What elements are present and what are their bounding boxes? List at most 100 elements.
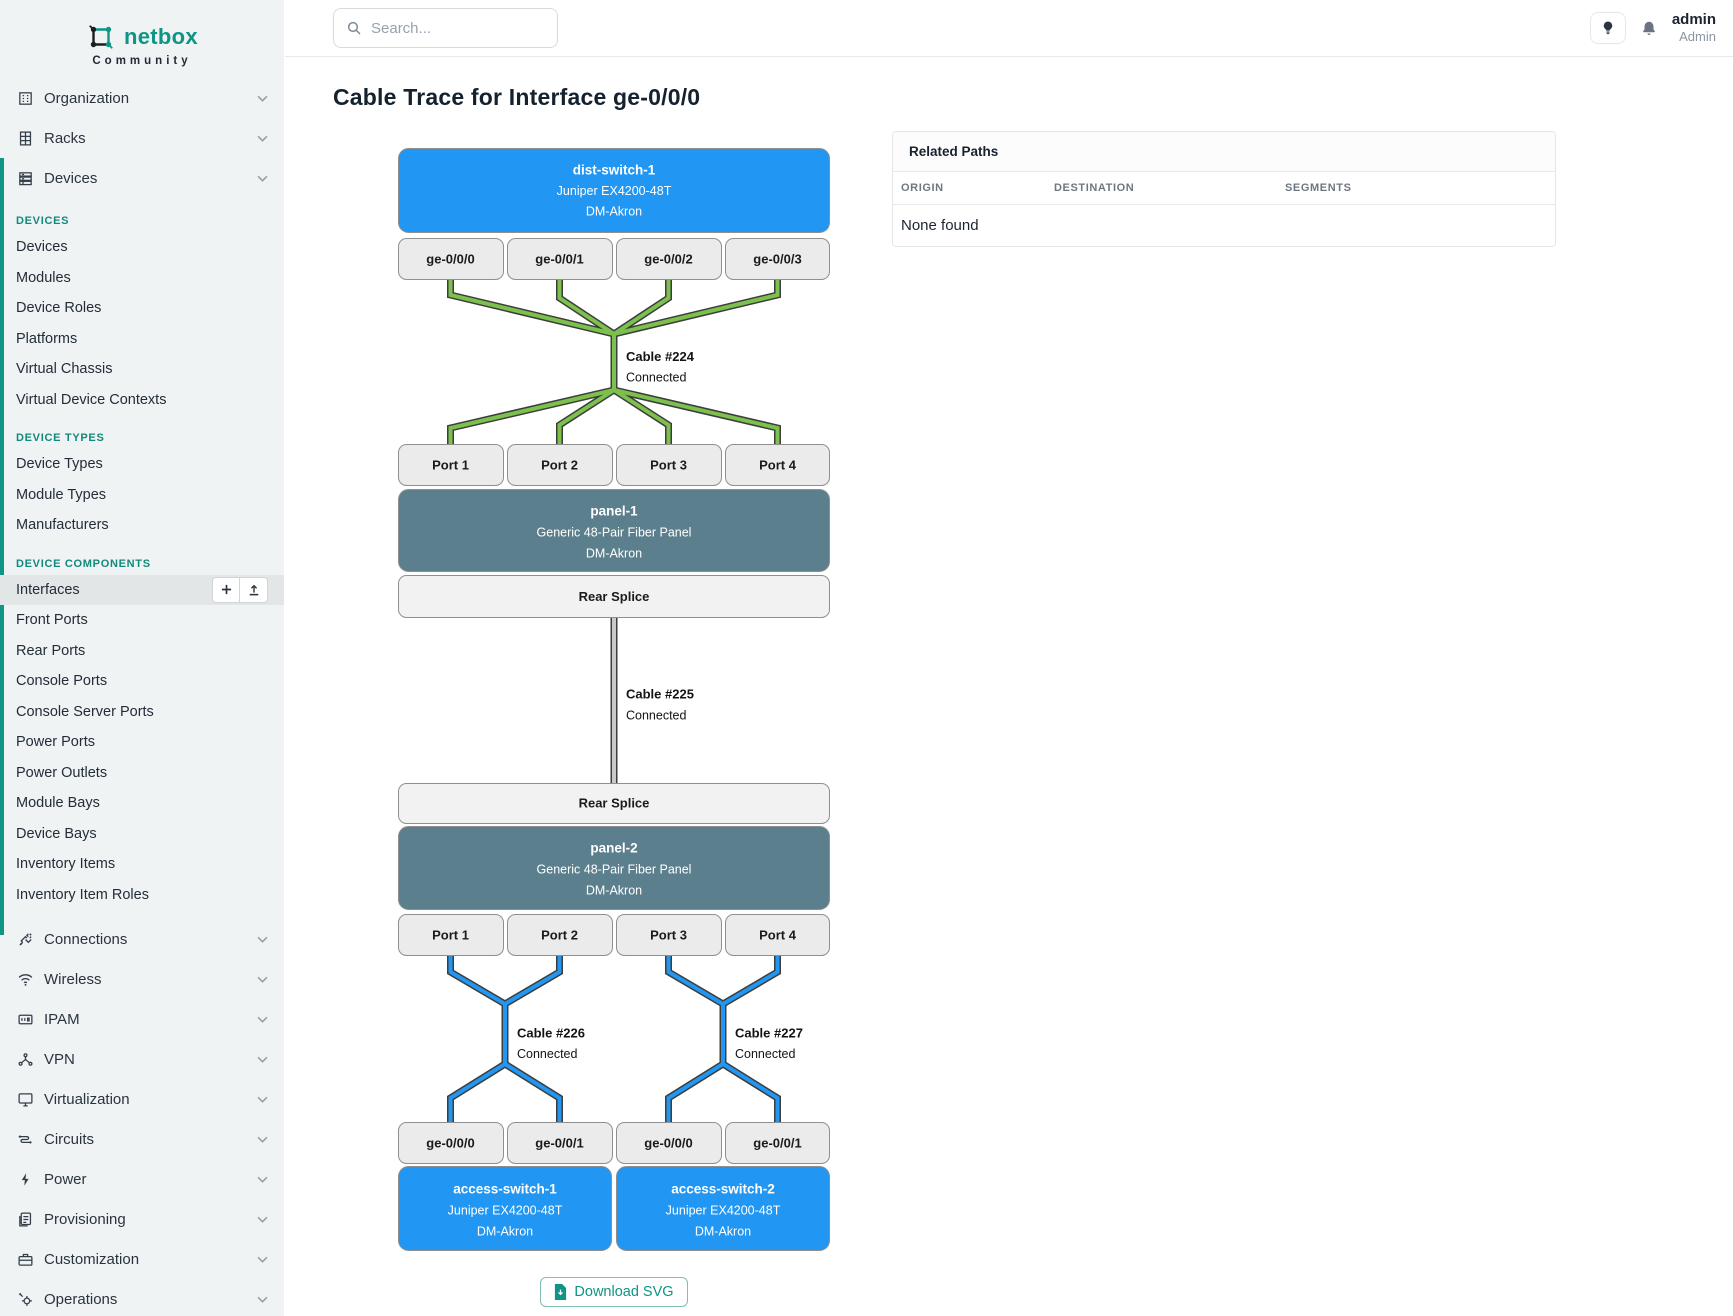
- port-panel2-port-2[interactable]: [507, 914, 613, 956]
- sidebar-item-module-bays[interactable]: Module Bays: [16, 795, 100, 811]
- sidebar-item-console-ports[interactable]: Console Ports: [16, 673, 108, 689]
- sidebar-item-organization[interactable]: Organization: [0, 78, 284, 118]
- device-panel-1[interactable]: panel-1 Generic 48-Pair Fiber Panel DM-A…: [398, 489, 830, 572]
- sidebar-item-interfaces[interactable]: Interfaces: [0, 574, 284, 605]
- device-name[interactable]: dist-switch-1: [573, 163, 656, 178]
- sidebar-item-manufacturers[interactable]: Manufacturers: [16, 517, 109, 533]
- sidebar-item-provisioning[interactable]: Provisioning: [0, 1199, 284, 1239]
- table-row-empty: None found: [893, 205, 1555, 247]
- sidebar-item-label: Racks: [44, 129, 86, 147]
- panel-2-rear-splice[interactable]: Rear Splice: [398, 783, 830, 824]
- sidebar-item-label: VPN: [44, 1050, 75, 1068]
- sidebar-item-racks[interactable]: Racks: [0, 118, 284, 158]
- port-panel1-port-1[interactable]: [398, 444, 504, 486]
- cable-label[interactable]: Cable #225: [626, 687, 694, 702]
- port-label: Port 3: [650, 458, 687, 473]
- port-dist-ge-0-0-3[interactable]: [725, 238, 830, 280]
- sidebar-item-customization[interactable]: Customization: [0, 1239, 284, 1279]
- sidebar-item-power-ports[interactable]: Power Ports: [16, 734, 95, 750]
- port-access1-ge-0-0-0[interactable]: [398, 1122, 504, 1164]
- sidebar-item-label: Interfaces: [16, 581, 80, 598]
- device-name[interactable]: access-switch-1: [453, 1182, 557, 1197]
- port-panel2-port-1[interactable]: [398, 914, 504, 956]
- related-paths-table: ORIGIN DESTINATION SEGMENTS None found: [893, 172, 1555, 246]
- cable-label[interactable]: Cable #227: [735, 1026, 803, 1041]
- sidebar-item-label: IPAM: [44, 1010, 80, 1028]
- sidebar-item-inventory-item-roles[interactable]: Inventory Item Roles: [16, 886, 149, 903]
- wifi-icon: [16, 970, 34, 988]
- sidebar-item-circuits[interactable]: Circuits: [0, 1119, 284, 1159]
- notifications-button[interactable]: [1640, 19, 1658, 38]
- cable-label[interactable]: Cable #226: [517, 1026, 585, 1041]
- cable-227[interactable]: Cable #227 Connected: [665, 956, 803, 1122]
- rear-port-label: Rear Splice: [579, 589, 650, 604]
- port-dist-ge-0-0-1[interactable]: [507, 238, 613, 280]
- sidebar-item-ipam[interactable]: IPAM: [0, 999, 284, 1039]
- chevron-down-icon: [257, 1136, 268, 1143]
- import-interfaces-button[interactable]: [240, 576, 268, 603]
- sidebar-item-connections[interactable]: Connections: [0, 919, 284, 959]
- sidebar-item-label: Devices: [44, 169, 98, 187]
- device-model: Generic 48-Pair Fiber Panel: [537, 526, 692, 540]
- sidebar-item-devices-list[interactable]: Devices: [16, 239, 68, 255]
- chevron-down-icon: [257, 1176, 268, 1183]
- cable-225[interactable]: Cable #225 Connected: [610, 618, 694, 783]
- sidebar-item-virtual-device-contexts[interactable]: Virtual Device Contexts: [16, 391, 167, 408]
- port-panel1-port-3[interactable]: [616, 444, 722, 486]
- circuit-icon: [16, 1130, 34, 1148]
- add-interface-button[interactable]: [212, 576, 240, 603]
- device-panel-2[interactable]: panel-2 Generic 48-Pair Fiber Panel DM-A…: [398, 826, 830, 910]
- search-input[interactable]: [371, 19, 531, 37]
- sidebar-item-power[interactable]: Power: [0, 1159, 284, 1199]
- global-search[interactable]: [333, 8, 558, 48]
- port-panel2-port-4[interactable]: [725, 914, 830, 956]
- sidebar-item-device-roles[interactable]: Device Roles: [16, 300, 102, 316]
- device-name[interactable]: access-switch-2: [671, 1182, 775, 1197]
- sidebar-item-device-types[interactable]: Device Types: [16, 456, 103, 472]
- port-label: Port 2: [541, 928, 578, 943]
- port-dist-ge-0-0-0[interactable]: [398, 238, 504, 280]
- cable-label[interactable]: Cable #224: [626, 349, 695, 364]
- port-panel1-port-2[interactable]: [507, 444, 613, 486]
- device-name[interactable]: panel-1: [590, 504, 638, 519]
- port-panel2-port-3[interactable]: [616, 914, 722, 956]
- cable-224[interactable]: Cable #224 Connected: [447, 279, 781, 445]
- port-dist-ge-0-0-2[interactable]: [616, 238, 722, 280]
- access-switch-ports: ge-0/0/0 ge-0/0/1 ge-0/0/0 ge-0/0/1: [398, 1122, 830, 1164]
- device-name[interactable]: panel-2: [590, 841, 637, 856]
- sidebar-item-virtualization[interactable]: Virtualization: [0, 1079, 284, 1119]
- download-svg-button[interactable]: Download SVG: [540, 1277, 688, 1307]
- port-access1-ge-0-0-1[interactable]: [507, 1122, 613, 1164]
- device-access-switch-1[interactable]: access-switch-1 Juniper EX4200-48T DM-Ak…: [398, 1166, 612, 1251]
- empty-message: None found: [901, 217, 979, 234]
- sidebar-item-devices[interactable]: Devices: [0, 158, 284, 198]
- building-icon: [16, 89, 34, 107]
- port-access2-ge-0-0-0[interactable]: [616, 1122, 722, 1164]
- sidebar-item-label: Virtualization: [44, 1090, 130, 1108]
- device-dist-switch-1[interactable]: dist-switch-1 Juniper EX4200-48T DM-Akro…: [398, 148, 830, 233]
- sidebar-item-virtual-chassis[interactable]: Virtual Chassis: [16, 361, 113, 377]
- sidebar-item-platforms[interactable]: Platforms: [16, 330, 78, 347]
- sidebar-item-power-outlets[interactable]: Power Outlets: [16, 764, 108, 781]
- user-menu[interactable]: admin Admin: [1672, 11, 1716, 46]
- plug-icon: [16, 930, 34, 948]
- sidebar-item-front-ports[interactable]: Front Ports: [16, 612, 88, 628]
- sidebar-item-modules[interactable]: Modules: [16, 269, 71, 286]
- theme-toggle-button[interactable]: [1589, 12, 1626, 44]
- sidebar-item-rear-ports[interactable]: Rear Ports: [16, 642, 86, 659]
- sidebar-item-module-types[interactable]: Module Types: [16, 486, 107, 503]
- panel-1-rear-splice[interactable]: Rear Splice: [398, 575, 830, 618]
- sidebar-item-device-bays[interactable]: Device Bays: [16, 825, 97, 842]
- port-access2-ge-0-0-1[interactable]: [725, 1122, 830, 1164]
- sidebar-item-console-server-ports[interactable]: Console Server Ports: [16, 703, 154, 720]
- sidebar-item-wireless[interactable]: Wireless: [0, 959, 284, 999]
- sidebar-item-operations[interactable]: Operations: [0, 1279, 284, 1316]
- sidebar-item-vpn[interactable]: VPN: [0, 1039, 284, 1079]
- cable-226[interactable]: Cable #226 Connected: [447, 956, 585, 1122]
- sidebar-item-inventory-items[interactable]: Inventory Items: [16, 856, 116, 872]
- device-access-switch-2[interactable]: access-switch-2 Juniper EX4200-48T DM-Ak…: [616, 1166, 830, 1251]
- port-panel1-port-4[interactable]: [725, 444, 830, 486]
- netbox-logo[interactable]: netbox Community: [0, 0, 284, 78]
- panel-1-front-ports: Port 1 Port 2 Port 3 Port 4: [398, 444, 830, 486]
- cable-status: Connected: [735, 1047, 796, 1061]
